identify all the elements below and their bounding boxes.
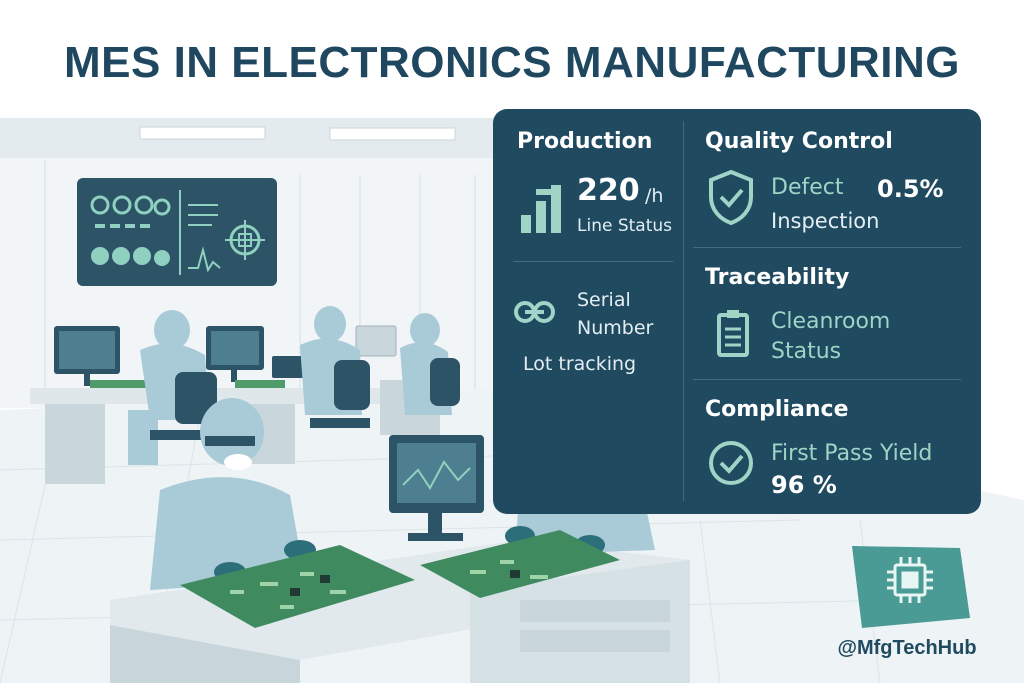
logo-badge — [852, 546, 970, 628]
back-workstations — [30, 306, 460, 484]
social-handle: @MfgTechHub — [837, 637, 977, 659]
line-status-label: Line Status — [577, 216, 673, 236]
cleanroom-status-label: Status — [771, 339, 842, 364]
shield-check-icon — [709, 169, 753, 225]
serial-number-label: Number — [577, 317, 654, 339]
lot-tracking-label: Lot tracking — [523, 353, 637, 375]
production-heading: Production — [517, 129, 653, 154]
production-rate: 220 — [577, 173, 640, 208]
production-rate-unit: /h — [645, 185, 664, 207]
defect-rate: 0.5% — [877, 175, 944, 203]
front-workstation — [110, 390, 690, 683]
compliance-heading: Compliance — [705, 397, 849, 422]
cleanroom-label: Cleanroom — [771, 309, 891, 334]
clipboard-icon — [717, 310, 749, 357]
first-pass-yield-value: 96 % — [771, 471, 837, 499]
first-pass-yield-label: First Pass Yield — [771, 441, 933, 466]
quality-heading: Quality Control — [705, 129, 893, 154]
check-circle-icon — [709, 441, 753, 485]
wall-dashboard — [77, 178, 277, 286]
page-title: MES IN ELECTRONICS MANUFACTURING — [64, 38, 960, 87]
ceiling-light — [329, 127, 456, 141]
bar-chart-icon — [521, 185, 561, 233]
divider — [693, 247, 961, 248]
divider — [693, 379, 961, 380]
link-icon — [514, 301, 555, 323]
divider — [513, 261, 673, 262]
microchip-icon — [887, 557, 933, 603]
inspection-label: Inspection — [771, 209, 880, 233]
traceability-heading: Traceability — [705, 265, 850, 290]
ceiling-light — [139, 126, 266, 140]
divider — [683, 121, 684, 501]
defect-label: Defect — [771, 175, 844, 200]
mes-dashboard-panel: Production 220 /h Line Status Serial Num… — [493, 109, 981, 514]
serial-label: Serial — [577, 289, 631, 311]
